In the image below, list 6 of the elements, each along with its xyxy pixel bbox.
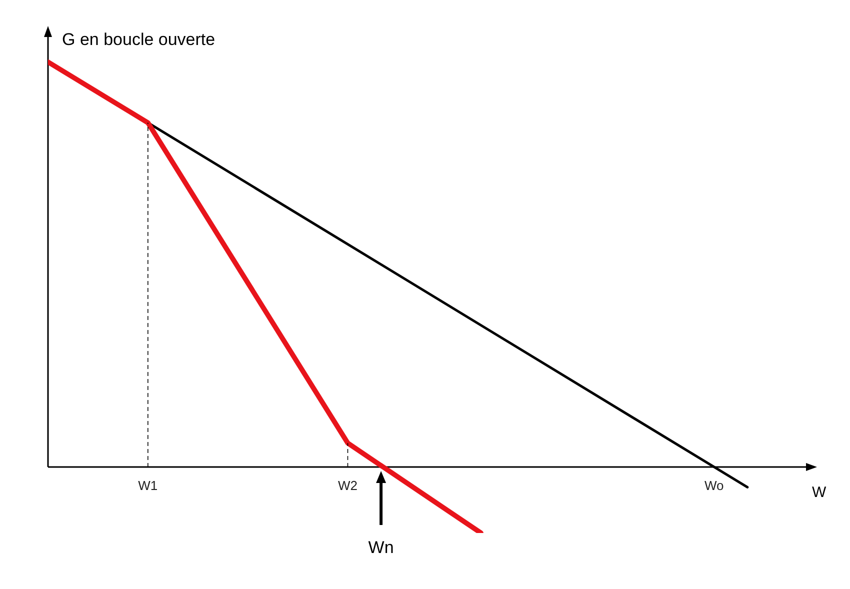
text: Wn [368,538,394,557]
x-tick-label: Wo [704,478,724,494]
x-tick-label: W1 [138,478,158,494]
y-axis-title: G en boucle ouverte [62,30,216,49]
x-axis-title: W [812,484,827,501]
x-tick-label: W2 [338,478,358,494]
